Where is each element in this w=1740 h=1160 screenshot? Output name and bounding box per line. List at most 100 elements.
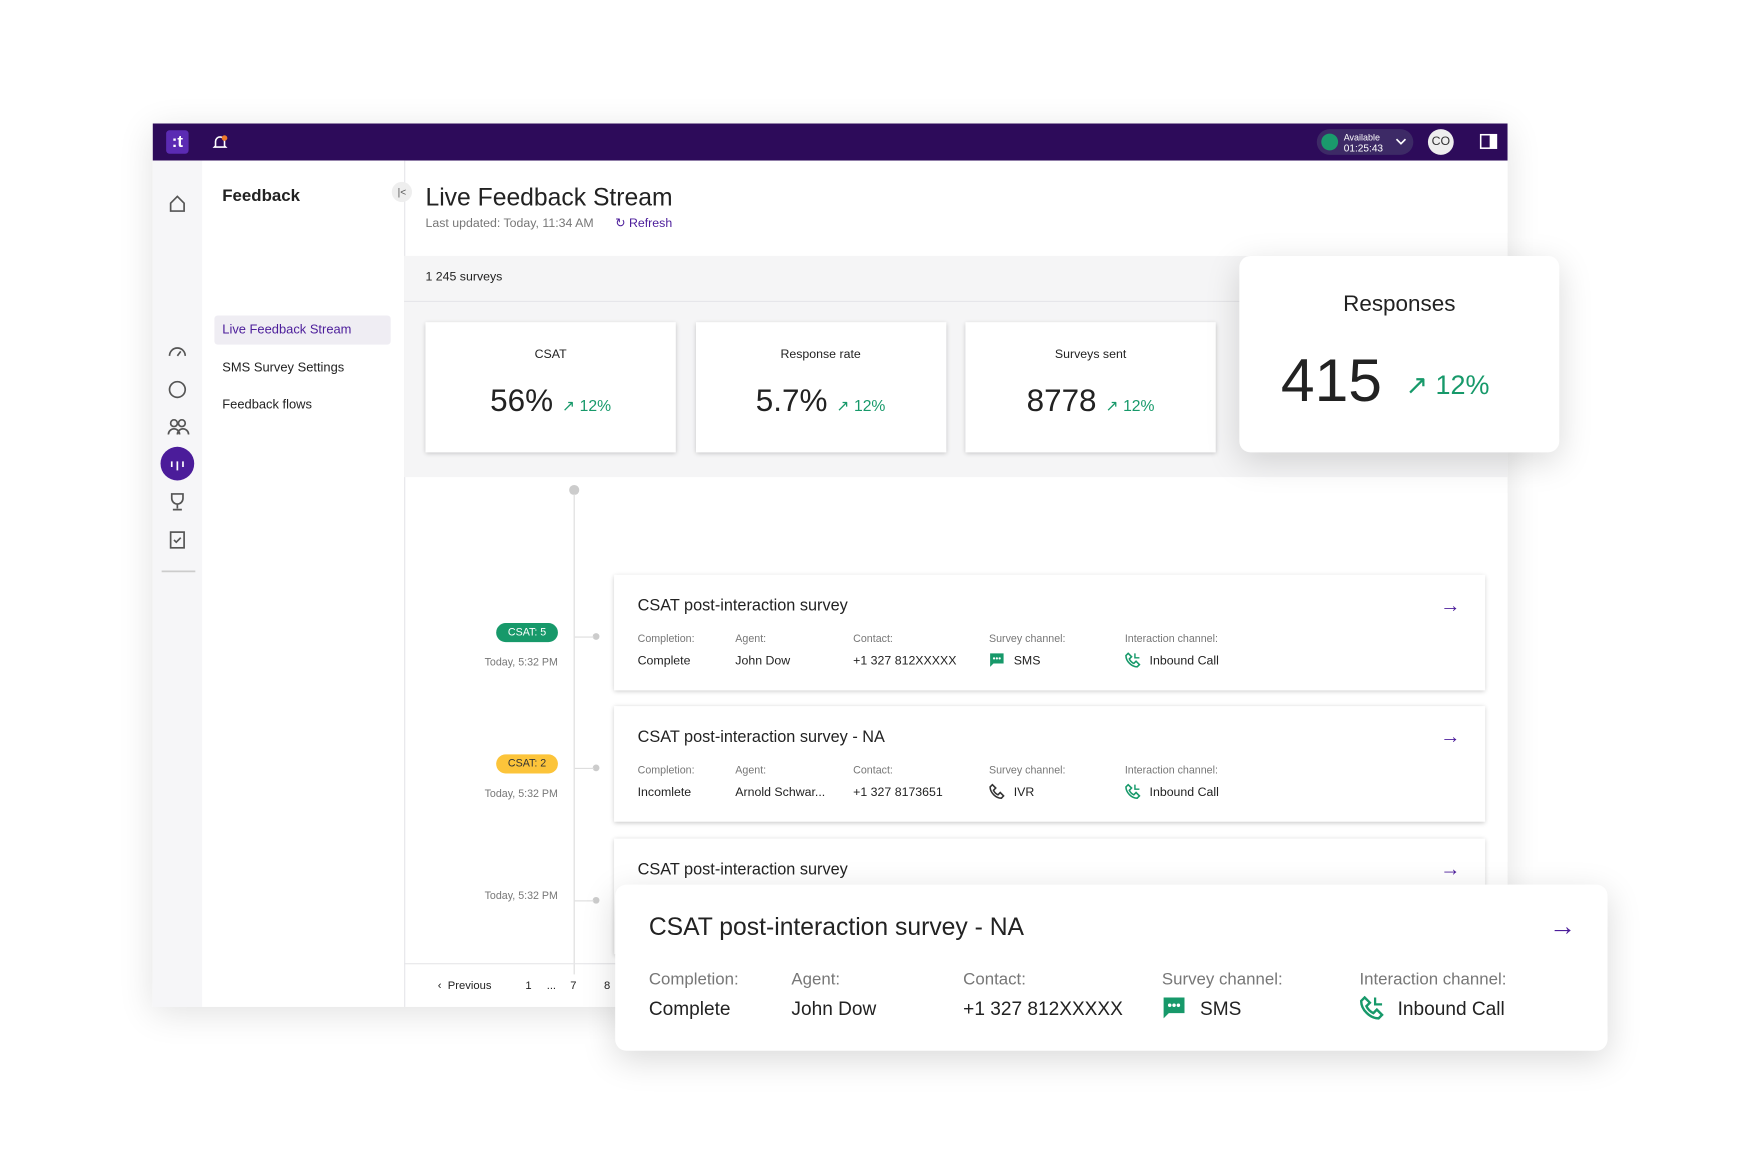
field-value: +1 327 812XXXXX <box>963 997 1123 1020</box>
chevron <box>1395 138 1407 145</box>
metric-row: 8778 ↗ 12% <box>965 383 1215 419</box>
sidebar-title: Feedback <box>222 186 300 206</box>
timeline-dot <box>592 764 600 772</box>
page-number[interactable]: 1 <box>525 980 532 993</box>
collapse-button[interactable]: |< <box>391 181 412 203</box>
metric-value: 8778 <box>1027 383 1097 418</box>
refresh-label: Refresh <box>628 216 673 231</box>
sidebar-item[interactable]: Live Feedback Stream <box>214 315 391 345</box>
logo[interactable]: :t <box>166 130 189 154</box>
metric-row: 56% ↗ 12% <box>425 383 675 419</box>
metric-value: 5.7% <box>756 383 828 418</box>
sidebar-item-label: Feedback flows <box>222 398 312 412</box>
responses-value: 415 <box>1280 346 1383 415</box>
metric-value-text: 8778 <box>1026 382 1097 418</box>
field-label: Contact: <box>963 969 1026 989</box>
notification-icon[interactable] <box>211 134 229 152</box>
field-value: Inbound Call <box>1149 786 1219 800</box>
field-value: +1 327 8173651 <box>853 786 943 800</box>
ivr-icon <box>989 783 1005 805</box>
status-dot <box>1321 133 1339 151</box>
metric-value-text: 56% <box>490 382 554 418</box>
metric-change-text: 12% <box>1123 396 1155 415</box>
sidebar-item-label: SMS Survey Settings <box>222 360 345 375</box>
previous-button[interactable]: ‹ Previous <box>437 980 492 993</box>
field-label: Agent: <box>735 633 767 646</box>
top-bar: :t Available 01:25:43 CO <box>152 123 1508 161</box>
survey-card[interactable]: CSAT post-interaction survey - NA → Comple… <box>614 706 1486 823</box>
field-value: Arnold Schwar... <box>735 786 826 800</box>
responses-change-text: 12% <box>1435 370 1490 401</box>
timeline-dot <box>592 633 600 640</box>
metric-change: ↗ 12% <box>562 396 611 414</box>
survey-title: CSAT post-interaction survey <box>637 860 848 879</box>
status-text: Available <box>1343 132 1381 143</box>
field-value: Complete <box>648 997 731 1020</box>
metric-card: CSAT 56% ↗ 12% <box>425 322 676 453</box>
survey-card[interactable]: CSAT post-interaction survey → Completion:… <box>614 574 1486 691</box>
field-label: Survey channel: <box>1161 969 1283 989</box>
field-label: Agent: <box>735 764 767 778</box>
page-number[interactable]: 7 <box>570 980 577 993</box>
call-icon <box>1359 995 1384 1029</box>
call-icon <box>1125 783 1141 805</box>
sidebar: Feedback |< Live Feedback Stream SMS Surv… <box>202 160 412 1007</box>
avatar[interactable]: CO <box>1427 129 1454 155</box>
trend-icon: ↗ <box>1105 396 1124 415</box>
field-label: Contact: <box>853 764 893 778</box>
timestamp: Today, 5:32 PM <box>484 788 558 801</box>
panel-icon[interactable] <box>1479 133 1498 150</box>
field-value: Inbound Call <box>1149 654 1219 668</box>
metric-change-text: 12% <box>853 396 886 415</box>
field-value: Incomlete <box>637 786 692 800</box>
metric-card: Response rate 5.7% ↗ 12% <box>695 322 946 453</box>
sidebar-item[interactable]: Feedback flows <box>214 391 390 420</box>
field-value: John Dow <box>735 654 791 668</box>
page-number[interactable]: 8 <box>603 980 611 993</box>
status-timer: 01:25:43 <box>1343 142 1384 154</box>
last-updated: Last updated: Today, 11:34 AM <box>425 216 594 231</box>
metric-value: 56% <box>490 383 553 418</box>
sidebar-item[interactable]: SMS Survey Settings <box>214 353 390 382</box>
featured-card[interactable]: CSAT post-interaction survey - NA → Comp… <box>615 884 1608 1051</box>
field-value: IVR <box>1013 786 1035 800</box>
responses-card: Responses 415 ↗ 12% <box>1239 255 1560 453</box>
csat-badge: CSAT: 2 <box>496 754 558 774</box>
field-label: Interaction channel: <box>1124 764 1218 778</box>
timeline-start <box>569 484 580 496</box>
timeline-branch <box>574 899 594 901</box>
metric-row: 5.7% ↗ 12% <box>695 383 945 419</box>
rail-icons <box>160 195 196 573</box>
field-label: Contact: <box>853 633 893 646</box>
sms-icon <box>1162 996 1186 1027</box>
page-title: Live Feedback Stream <box>425 182 673 212</box>
refresh-button[interactable]: ↻ Refresh <box>615 216 673 231</box>
sms-icon <box>989 652 1005 672</box>
csat-badge: CSAT: 5 <box>496 623 558 643</box>
metric-card: Surveys sent 8778 ↗ 12% <box>965 322 1216 453</box>
status-dropdown[interactable]: Available 01:25:43 <box>1316 129 1414 155</box>
featured-title: CSAT post-interaction survey - NA <box>648 912 1025 941</box>
timeline-line <box>573 493 575 975</box>
survey-count: 1 245 surveys <box>425 270 503 285</box>
field-label: Survey channel: <box>988 633 1066 646</box>
metric-change-text: 12% <box>579 396 612 415</box>
field-label: Completion: <box>648 969 739 989</box>
open-arrow[interactable]: → <box>1440 593 1461 617</box>
metric-label: Surveys sent <box>1054 347 1127 362</box>
featured-arrow[interactable]: → <box>1549 911 1577 942</box>
metric-change: ↗ 12% <box>1106 396 1155 414</box>
timeline-branch <box>574 768 594 770</box>
timestamp: Today, 5:32 PM <box>484 889 558 903</box>
divider <box>404 300 1508 302</box>
page-number[interactable]: ... <box>546 980 557 993</box>
previous-label: Previous <box>447 980 492 993</box>
field-value: John Dow <box>791 997 877 1020</box>
open-arrow[interactable]: → <box>1440 725 1461 748</box>
field-value: Inbound Call <box>1397 997 1505 1020</box>
field-value: Complete <box>637 654 691 668</box>
field-value: SMS <box>1200 997 1242 1020</box>
survey-title: CSAT post-interaction survey <box>637 597 848 616</box>
open-arrow[interactable]: → <box>1440 857 1461 880</box>
field-value: SMS <box>1013 654 1041 668</box>
